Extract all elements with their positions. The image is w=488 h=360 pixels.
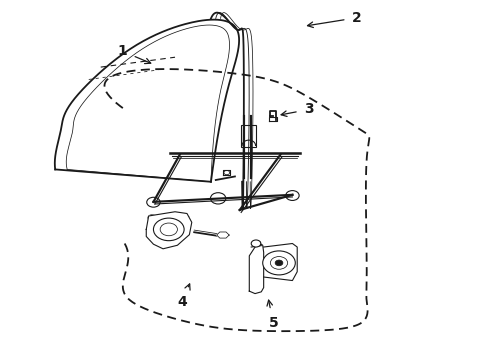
- Circle shape: [180, 215, 189, 222]
- Polygon shape: [249, 244, 263, 294]
- Circle shape: [285, 190, 299, 201]
- Circle shape: [275, 260, 282, 266]
- Text: 4: 4: [177, 284, 190, 309]
- Text: 2: 2: [307, 11, 361, 27]
- Circle shape: [147, 215, 157, 222]
- Text: 5: 5: [266, 300, 278, 330]
- Circle shape: [153, 218, 184, 241]
- Text: 3: 3: [281, 103, 313, 116]
- Polygon shape: [146, 212, 191, 249]
- Polygon shape: [263, 243, 297, 280]
- FancyBboxPatch shape: [241, 125, 256, 147]
- Circle shape: [251, 240, 260, 247]
- Circle shape: [262, 251, 295, 275]
- Circle shape: [210, 193, 225, 204]
- Text: 1: 1: [117, 44, 150, 64]
- Circle shape: [146, 197, 160, 207]
- Polygon shape: [216, 232, 229, 238]
